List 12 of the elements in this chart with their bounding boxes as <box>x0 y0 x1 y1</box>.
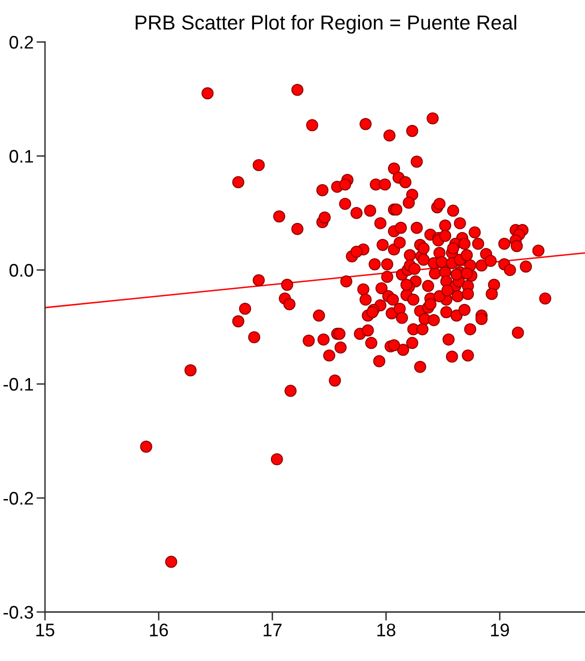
x-tick-label: 17 <box>264 624 282 636</box>
x-tick-label: 15 <box>36 624 54 636</box>
y-tick-label: -0.1 <box>4 378 34 391</box>
x-tick-label: 16 <box>150 624 168 636</box>
y-tick-label: 0.2 <box>9 36 33 49</box>
y-tick-label: -0.2 <box>4 492 33 505</box>
y-tick-label: -0.3 <box>4 606 34 619</box>
x-tick-label: 18 <box>377 624 396 636</box>
y-tick-label: 0.1 <box>9 150 34 163</box>
x-tick-label: 19 <box>491 624 509 636</box>
y-tick-label: 0.0 <box>9 264 34 277</box>
chart-title: PRB Scatter Plot for Region = Puente Real <box>136 14 516 34</box>
